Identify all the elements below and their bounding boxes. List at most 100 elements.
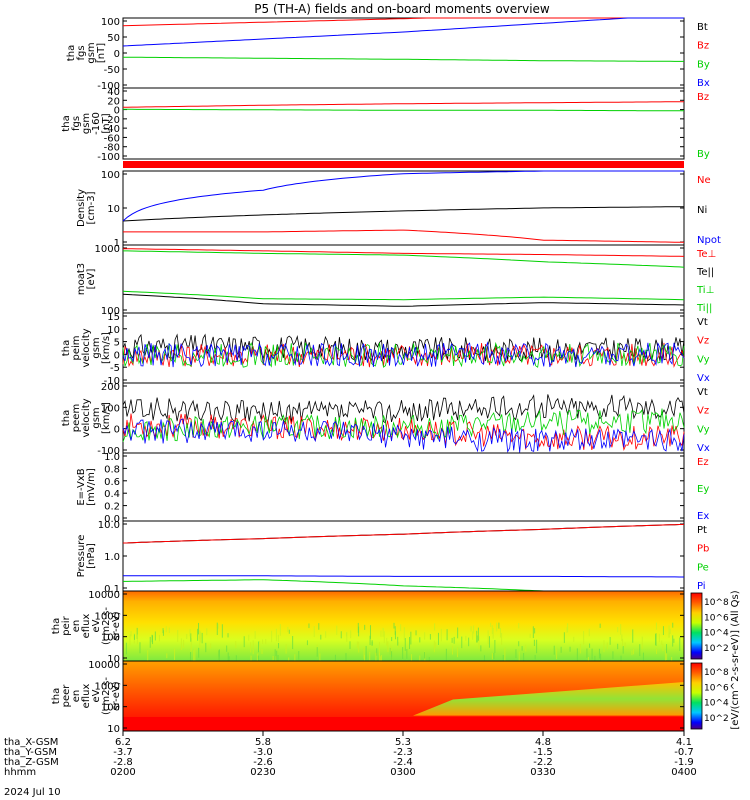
colorbar-tick-label: 10^8	[704, 668, 729, 678]
ion-spectrogram-streak	[588, 628, 590, 637]
legend-entry: By	[697, 59, 710, 70]
x-tick-label: 0230	[250, 767, 275, 778]
ion-spectrogram-streak	[473, 625, 475, 634]
series-line	[123, 56, 684, 62]
ion-spectrogram-streak	[617, 643, 619, 650]
ion-spectrogram-streak	[498, 622, 500, 629]
y-axis-label: E=-VxB[mV/m]	[76, 468, 97, 506]
ion-spectrogram-streak	[400, 624, 402, 632]
ion-spectrogram-streak	[504, 647, 506, 661]
ion-spectrogram-streak	[573, 636, 575, 642]
x-row-label: hhmm	[4, 767, 36, 778]
ion-spectrogram-streak	[378, 641, 380, 655]
ion-spectrogram-streak	[457, 627, 459, 639]
x-tick-label: -0.7	[674, 747, 694, 758]
ion-spectrogram-streak	[319, 653, 321, 665]
y-tick-label: 1	[114, 238, 120, 249]
ion-spectrogram-streak	[198, 622, 200, 635]
ion-spectrogram-streak	[639, 644, 641, 657]
legend-entry: Npot	[697, 235, 721, 246]
ion-spectrogram-streak	[409, 636, 411, 649]
y-tick-label: 200	[101, 382, 120, 393]
ion-spectrogram-streak	[277, 655, 279, 666]
ion-spectrogram-streak	[518, 641, 520, 647]
ion-spectrogram-streak	[488, 636, 490, 648]
ion-spectrogram-streak	[521, 646, 523, 651]
ion-spectrogram-streak	[162, 630, 164, 636]
ion-spectrogram-streak	[606, 642, 608, 650]
panel-frame	[122, 170, 685, 246]
ion-spectrogram-streak	[165, 626, 167, 633]
ion-spectrogram-streak	[434, 623, 436, 631]
ion-spectrogram-streak	[553, 645, 555, 655]
series-line	[123, 108, 684, 112]
ion-spectrogram-streak	[198, 647, 200, 658]
series-line	[122, 418, 685, 453]
ion-spectrogram-streak	[622, 638, 624, 647]
x-tick-label: -2.3	[393, 747, 413, 758]
date-label: 2024 Jul 10	[4, 787, 61, 798]
panels: 100500-50-100thafgsgsm[nT]BtBzByBx40200-…	[51, 17, 721, 735]
ion-spectrogram-streak	[278, 642, 280, 649]
x-tick-label: 6.2	[115, 737, 131, 748]
series-line	[122, 101, 684, 108]
ion-spectrogram-streak	[200, 631, 202, 643]
ion-spectrogram-streak	[655, 634, 657, 646]
ion-spectrogram-streak	[389, 647, 391, 655]
legend-entry: Vt	[697, 387, 708, 398]
ion-spectrogram-streak	[350, 630, 352, 639]
ion-spectrogram-streak	[429, 634, 431, 640]
ion-spectrogram-streak	[583, 631, 585, 645]
y-tick-label: 10000	[88, 660, 120, 671]
y-tick-label: 50	[107, 33, 120, 44]
ion-spectrogram-streak	[445, 648, 447, 662]
ion-spectrogram-streak	[624, 642, 626, 648]
legend-entry: Vx	[697, 373, 710, 384]
ion-spectrogram-streak	[262, 639, 264, 645]
panel-density: 100 10 1 Density[cm-3] Ne Ni Npot	[76, 170, 721, 249]
ion-spectrogram-streak	[662, 643, 664, 652]
ion-spectrogram-streak	[210, 643, 212, 649]
ion-spectrogram-streak	[612, 651, 614, 660]
series-line	[122, 394, 685, 426]
ion-spectrogram-streak	[356, 641, 358, 648]
ion-spectrogram-streak	[206, 628, 208, 636]
legend-entry: Vy	[697, 424, 710, 435]
series-line	[122, 408, 685, 443]
panel-ion_spec: 10000 1000 100 10 thapeirenefluxeV(cm2-s-sr-…	[51, 590, 685, 670]
ion-spectrogram-streak	[272, 655, 274, 661]
x-tick-label: 4.1	[676, 737, 692, 748]
series-line	[123, 250, 685, 268]
ion-spectrogram-streak	[376, 648, 378, 656]
ion-spectrogram-streak	[227, 652, 229, 662]
legend-entry: Ti⊥	[696, 285, 714, 296]
ion-spectrogram-streak	[265, 639, 267, 645]
ion-spectrogram-streak	[560, 646, 562, 653]
ion-spectrogram-streak	[391, 637, 393, 642]
ion-spectrogram-streak	[656, 648, 658, 654]
ion-spectrogram-streak	[275, 656, 277, 665]
series-line	[122, 170, 684, 222]
x-row-label: tha_X-GSM	[4, 737, 58, 748]
series-line	[122, 333, 685, 363]
ion-spectrogram-streak	[371, 641, 373, 646]
ion-spectrogram-streak	[340, 631, 342, 639]
ion-spectrogram-streak	[491, 625, 493, 635]
y-axis-label: thapeerenefluxeV(cm2-s-sr-eV)	[51, 677, 122, 715]
y-tick-label: -40	[104, 124, 120, 135]
ion-spectrogram-streak	[386, 637, 388, 646]
ion-spectrogram-streak	[533, 639, 535, 647]
y-tick-label: 0	[114, 350, 120, 361]
ion-spectrogram-streak	[258, 641, 260, 653]
ion-spectrogram-streak	[631, 650, 633, 656]
ion-spectrogram-streak	[594, 655, 596, 664]
ion-spectrogram-streak	[666, 644, 668, 653]
ion-spectrogram-streak	[147, 650, 149, 664]
ion-spectrogram-streak	[227, 633, 229, 638]
panel-efield: 1.00.8 0.60.4 0.20.0 E=-VxB[mV/m] Ez Ey Ex	[76, 452, 709, 525]
ion-spectrogram-streak	[294, 654, 296, 665]
y-tick-label: 0.0	[104, 514, 120, 525]
y-tick-label: 10.0	[98, 520, 120, 531]
y-axis-label: Density[cm-3]	[76, 189, 97, 227]
x-tick-label: -2.2	[533, 757, 553, 768]
